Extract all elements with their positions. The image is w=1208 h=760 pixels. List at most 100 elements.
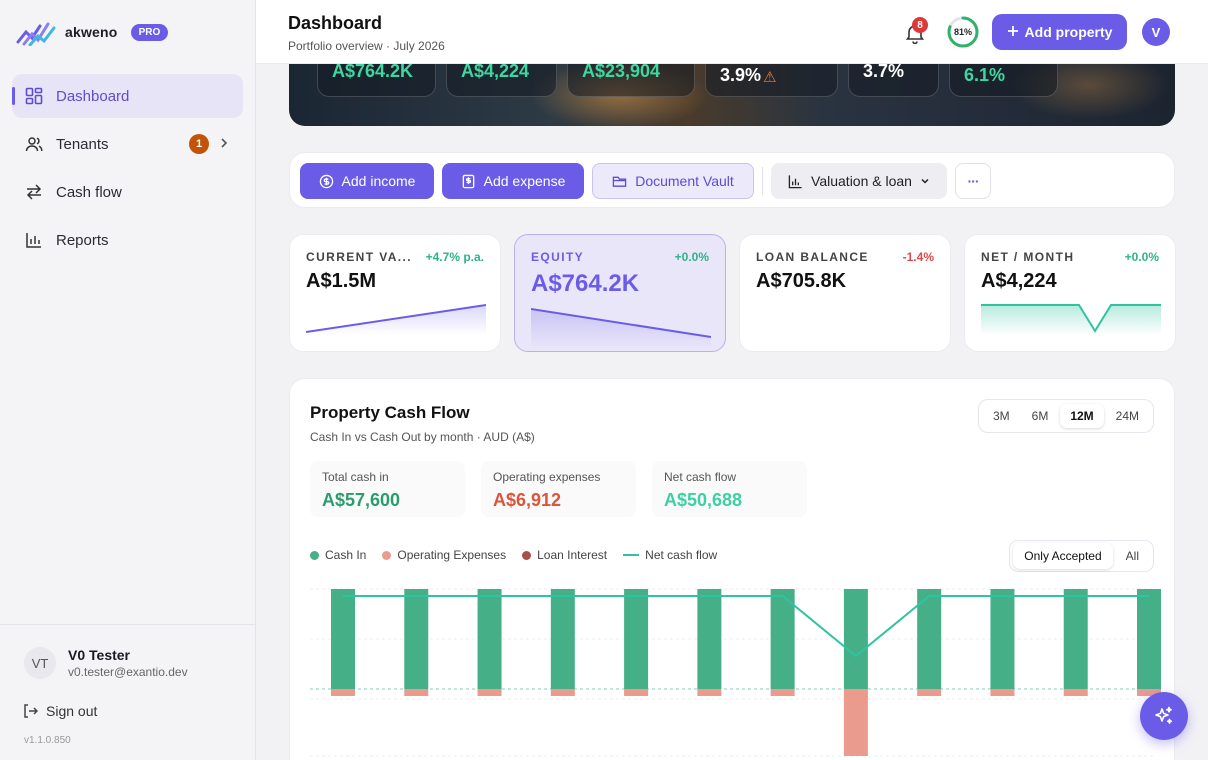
sign-out-icon — [24, 704, 38, 718]
add-expense-button[interactable]: Add expense — [442, 163, 584, 199]
document-vault-label: Document Vault — [635, 173, 734, 189]
bar-cash-in — [550, 589, 575, 689]
sidebar-item-cash-flow[interactable]: Cash flow — [12, 170, 243, 214]
document-vault-button[interactable]: Document Vault — [592, 163, 754, 199]
app-version: v1.1.0.850 — [24, 735, 71, 746]
page-subtitle: Portfolio overview · July 2026 — [288, 39, 445, 53]
stat-total-cash-in: Total cash in A$57,600 — [310, 461, 465, 517]
top-header: Dashboard Portfolio overview · July 2026… — [256, 0, 1208, 64]
bar-operating-expenses — [331, 689, 355, 696]
add-property-button[interactable]: Add property — [992, 14, 1127, 50]
bar-cash-in — [697, 589, 722, 689]
bar-operating-expenses — [550, 689, 575, 696]
sidebar-item-label: Dashboard — [56, 87, 130, 105]
legend-label: Cash In — [325, 548, 367, 562]
bar-cash-in — [331, 589, 355, 689]
sidebar: akweno PRO Dashboard Tenants 1 Cash flow — [0, 0, 256, 760]
bar-operating-expenses — [404, 689, 429, 696]
bar-cash-in — [1137, 589, 1161, 689]
range-12m[interactable]: 12M — [1060, 404, 1104, 428]
kpi-value: A$764.2K — [531, 270, 640, 297]
hero-stat-value: 6.1% — [964, 65, 1006, 85]
kpi-delta: +0.0% — [674, 250, 709, 264]
kpi-sparkline — [981, 304, 1161, 335]
bar-operating-expenses — [1063, 689, 1088, 696]
toggle-only-accepted[interactable]: Only Accepted — [1013, 543, 1113, 569]
legend-loan-interest[interactable]: Loan Interest — [522, 548, 607, 562]
pro-badge: PRO — [130, 23, 169, 41]
hero-stat-value: A$23,904 — [582, 61, 661, 81]
kpi-card-net-month[interactable]: NET / MONTH +0.0% A$4,224 — [964, 234, 1176, 352]
bar-cash-in — [404, 589, 429, 689]
range-24m[interactable]: 24M — [1115, 409, 1139, 423]
more-actions-button[interactable]: ··· — [955, 163, 991, 199]
legend-swatch — [623, 554, 640, 556]
bar-operating-expenses — [770, 689, 795, 696]
kpi-card-loan-balance[interactable]: LOAN BALANCE -1.4% A$705.8K — [739, 234, 951, 352]
chart-legend: Cash In Operating Expenses Loan Interest… — [310, 548, 717, 562]
user-profile[interactable]: VT V0 Tester v0.tester@exantio.dev — [24, 647, 188, 679]
cash-flow-chart — [310, 588, 1161, 757]
more-icon: ··· — [967, 173, 980, 189]
completion-progress-ring[interactable] — [946, 15, 980, 49]
legend-net-cash-flow[interactable]: Net cash flow — [623, 548, 717, 562]
users-icon — [25, 135, 43, 153]
stat-value: A$57,600 — [322, 490, 401, 510]
sidebar-nav: Dashboard Tenants 1 Cash flow Reports — [12, 74, 243, 266]
kpi-delta: +4.7% p.a. — [425, 250, 484, 264]
avatar: VT — [24, 647, 56, 679]
hero-stat-value: A$4,224 — [461, 61, 530, 81]
legend-operating-expenses[interactable]: Operating Expenses — [382, 548, 506, 562]
toggle-all[interactable]: All — [1125, 549, 1139, 563]
arrows-swap-icon — [25, 183, 43, 201]
range-3m[interactable]: 3M — [992, 409, 1010, 423]
account-avatar[interactable]: V — [1142, 18, 1170, 46]
stat-value: A$50,688 — [664, 490, 743, 510]
legend-swatch — [522, 550, 532, 560]
sidebar-item-tenants[interactable]: Tenants 1 — [12, 122, 243, 166]
legend-label: Operating Expenses — [397, 548, 507, 562]
legend-cash-in[interactable]: Cash In — [310, 548, 366, 562]
kpi-delta: -1.4% — [902, 250, 934, 264]
bar-cash-in — [477, 589, 502, 689]
ai-assistant-button[interactable] — [1140, 692, 1188, 740]
legend-swatch — [310, 550, 319, 560]
bar-chart-icon — [25, 231, 43, 249]
add-income-button[interactable]: Add income — [300, 163, 434, 199]
add-expense-label: Add expense — [483, 173, 566, 189]
bar-cash-in — [770, 589, 795, 689]
kpi-sparkline — [531, 308, 711, 349]
cash-flow-title: Property Cash Flow — [310, 403, 470, 422]
bar-operating-expenses — [477, 689, 502, 696]
valuation-loan-dropdown[interactable]: Valuation & loan — [771, 163, 947, 199]
sidebar-item-reports[interactable]: Reports — [12, 218, 243, 262]
kpi-value: A$4,224 — [981, 270, 1057, 292]
kpi-card-current-value[interactable]: CURRENT VA... +4.7% p.a. A$1.5M — [289, 234, 501, 352]
dollar-circle-icon — [319, 174, 333, 188]
grid-icon — [25, 87, 43, 105]
warning-icon: ⚠ — [763, 69, 777, 86]
net-cash-flow-line — [343, 595, 1149, 658]
range-selector: 3M 6M 12M 24M — [977, 399, 1154, 433]
bar-cash-in — [624, 589, 649, 689]
stat-net-cash-flow: Net cash flow A$50,688 — [652, 461, 807, 517]
kpi-label: CURRENT VA... — [306, 250, 412, 264]
brand-name: akweno — [65, 24, 118, 40]
kpi-delta: +0.0% — [1124, 250, 1159, 264]
kpi-value: A$705.8K — [756, 270, 847, 292]
legend-label: Loan Interest — [537, 548, 608, 562]
user-name: V0 Tester — [68, 647, 130, 663]
kpi-label: LOAN BALANCE — [756, 250, 869, 264]
tenants-count-badge: 1 — [189, 134, 209, 154]
hero-stat-value: 3.7% — [863, 61, 905, 81]
sidebar-item-dashboard[interactable]: Dashboard — [12, 74, 243, 118]
bar-cash-in — [917, 589, 942, 689]
sign-out-button[interactable]: Sign out — [22, 703, 97, 719]
brand[interactable]: akweno PRO — [16, 18, 169, 46]
range-6m[interactable]: 6M — [1031, 409, 1049, 423]
add-property-label: Add property — [1024, 24, 1113, 40]
valuation-loan-label: Valuation & loan — [811, 173, 912, 189]
bar-cash-in — [990, 589, 1015, 689]
kpi-card-equity[interactable]: EQUITY +0.0% A$764.2K — [514, 234, 726, 352]
accepted-toggle: Only Accepted All — [1009, 540, 1154, 572]
